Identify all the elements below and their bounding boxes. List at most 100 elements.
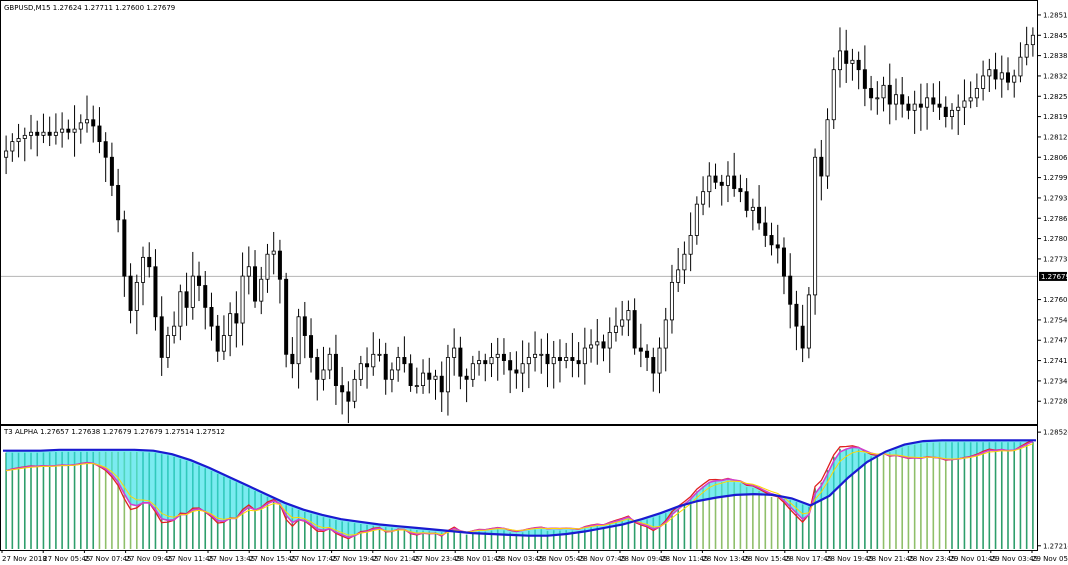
- candle-body: [66, 128, 71, 133]
- candle-body: [184, 291, 189, 308]
- candle-body: [645, 350, 650, 358]
- candle-body: [750, 206, 755, 211]
- candle-body: [595, 341, 600, 346]
- time-tick-label: 28 Nov 09:45: [620, 555, 667, 563]
- candle-body: [128, 275, 133, 311]
- candle-body: [557, 357, 562, 361]
- candle-body: [383, 353, 388, 380]
- candle-body: [869, 88, 874, 99]
- candle-body: [925, 97, 930, 108]
- candle-body: [545, 353, 550, 365]
- candle-body: [60, 128, 65, 133]
- candle-body: [694, 203, 699, 236]
- candle-body: [850, 59, 855, 64]
- candle-body: [396, 357, 401, 371]
- candle-body: [302, 316, 307, 336]
- candle-body: [389, 369, 394, 380]
- t3-signal-line: [6, 443, 1034, 536]
- candle-body: [109, 156, 114, 186]
- candle-body: [122, 219, 127, 277]
- candle-body: [246, 266, 251, 277]
- candle-body: [35, 131, 40, 136]
- candle-body: [806, 294, 811, 349]
- candle-body: [414, 385, 419, 387]
- candle-body: [464, 375, 469, 380]
- time-tick-label: 27 Nov 09:45: [126, 555, 173, 563]
- candle-body: [682, 253, 687, 271]
- candle-body: [321, 369, 326, 380]
- candle-body: [763, 222, 768, 236]
- candle-body: [172, 325, 177, 336]
- candle-body: [221, 335, 226, 352]
- candle-body: [757, 206, 762, 224]
- candle-body: [875, 97, 880, 100]
- candle-body: [265, 253, 270, 280]
- candle-body: [22, 134, 27, 139]
- candle-body: [116, 185, 121, 221]
- time-tick-label: 29 Nov 01:45: [950, 555, 997, 563]
- candle-body: [794, 303, 799, 327]
- candle-body: [918, 103, 923, 108]
- candle-body: [1024, 44, 1029, 58]
- candle-body: [663, 319, 668, 349]
- time-tick-label: 27 Nov 21:45: [373, 555, 420, 563]
- time-tick-label: 29 Nov 05:45: [1032, 555, 1068, 563]
- candle-body: [433, 375, 438, 380]
- time-tick-label: 28 Nov 11:45: [661, 555, 708, 563]
- current-price-badge-bg: [1039, 271, 1067, 281]
- candle-body: [190, 275, 195, 308]
- candle-body: [582, 347, 587, 365]
- main-panel: GBPUSD,M15 1.27624 1.27711 1.27600 1.276…: [0, 0, 1038, 425]
- candle-body: [340, 385, 345, 393]
- candle-body: [937, 103, 942, 108]
- candle-body: [103, 141, 108, 158]
- candle-body: [1030, 34, 1035, 46]
- candle-body: [551, 357, 556, 365]
- candle-body: [327, 353, 332, 371]
- time-tick-label: 28 Nov 23:45: [908, 555, 955, 563]
- candle-body: [240, 275, 245, 324]
- price-tick-label: 1.28320: [1043, 72, 1068, 80]
- candle-body: [16, 138, 21, 143]
- candle-body: [906, 103, 911, 111]
- candle-body: [4, 150, 9, 158]
- time-tick-label: 28 Nov 19:45: [826, 555, 873, 563]
- candle-body: [197, 275, 202, 286]
- candle-body: [931, 97, 936, 105]
- candle-body: [1012, 75, 1017, 83]
- time-tick-label: 28 Nov 21:45: [867, 555, 914, 563]
- time-tick-label: 27 Nov 19:45: [332, 555, 379, 563]
- candle-body: [228, 313, 233, 336]
- candle-body: [974, 88, 979, 99]
- time-tick-label: 27 Nov 07:45: [84, 555, 131, 563]
- candle-body: [769, 235, 774, 246]
- candle-body: [781, 247, 786, 277]
- candle-body: [676, 269, 681, 283]
- candle-body: [819, 156, 824, 177]
- candle-body: [589, 344, 594, 349]
- price-tick-label: 1.27865: [1043, 215, 1068, 223]
- time-tick-label: 27 Nov 2018: [2, 555, 47, 563]
- t3-slow-line: [3, 439, 1036, 537]
- candle-body: [981, 75, 986, 89]
- indicator-tick-label: 1.27214: [1043, 542, 1068, 550]
- time-tick-label: 27 Nov 15:45: [249, 555, 296, 563]
- price-tick-label: 1.27475: [1043, 337, 1068, 345]
- candle-body: [900, 94, 905, 105]
- price-tick-label: 1.27280: [1043, 398, 1068, 406]
- current-price-badge: 1.27679: [1039, 271, 1068, 281]
- candle-body: [495, 353, 500, 358]
- candle-body: [501, 353, 506, 361]
- current-price-label: 1.27679: [1041, 273, 1068, 281]
- price-tick-label: 1.27930: [1043, 194, 1068, 202]
- candle-body: [788, 275, 793, 305]
- candle-body: [141, 256, 146, 283]
- candle-body: [968, 97, 973, 102]
- time-tick-label: 28 Nov 05:45: [538, 555, 585, 563]
- candle-body: [987, 69, 992, 77]
- candle-body: [949, 109, 954, 118]
- candle-body: [725, 175, 730, 186]
- price-tick-label: 1.28515: [1043, 11, 1068, 19]
- candle-body: [632, 310, 637, 349]
- candle-body: [962, 100, 967, 108]
